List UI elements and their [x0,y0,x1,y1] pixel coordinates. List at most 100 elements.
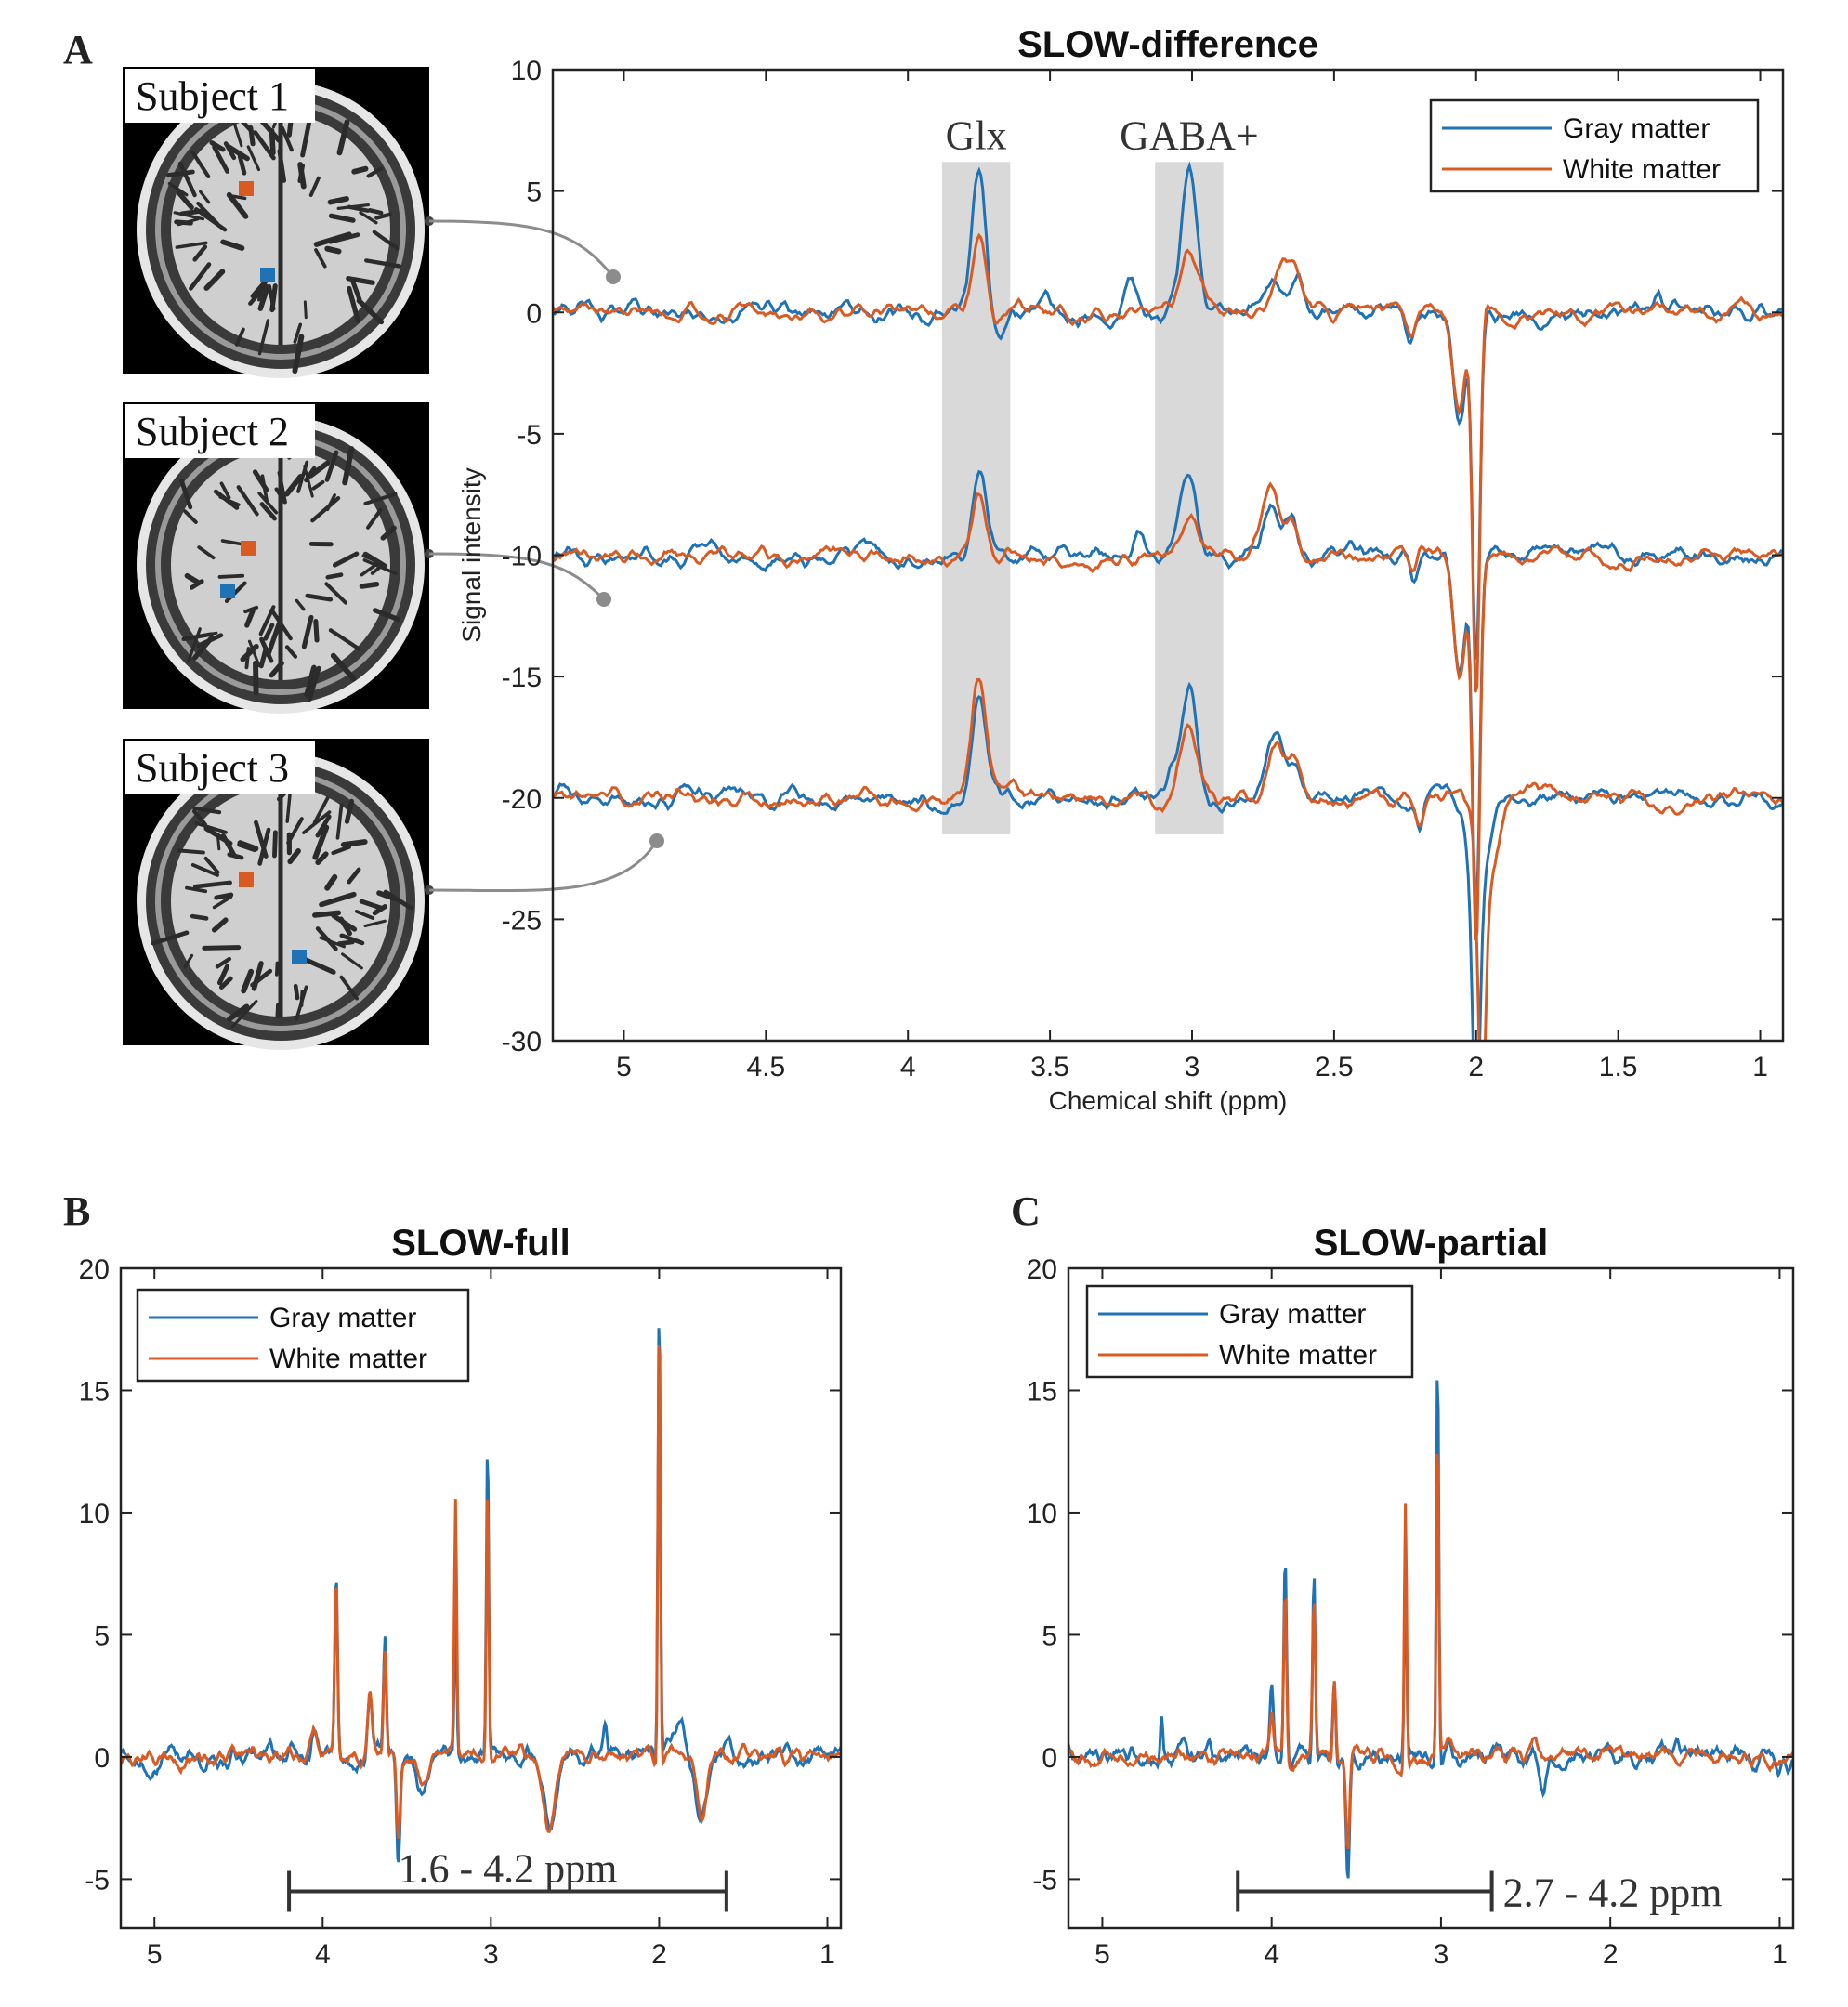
series-line-white-matter [121,1345,841,1840]
y-tick-label: 5 [1042,1620,1057,1651]
sulcus [225,143,250,162]
sulcus [332,551,360,568]
sulcus [280,125,294,152]
subject-label-bg [125,404,315,458]
sulcus [361,554,383,565]
sulcus [203,269,226,291]
range-bar-label: 2.7 - 4.2 ppm [1503,1870,1723,1916]
sulcus [196,633,224,649]
sulcus [300,120,312,158]
sulcus [366,166,384,178]
sulcus [257,284,270,311]
panel-letter-a: A [63,27,93,72]
x-tick-label: 2 [1468,1052,1484,1082]
chart-title: SLOW-full [391,1223,570,1264]
sulcus [213,489,240,510]
sulcus [248,125,256,147]
sulcus [166,169,195,177]
sulcus [284,645,298,659]
series-line-white-matter [553,481,1783,941]
sulcus [319,891,357,908]
sulcus [187,627,202,662]
y-tick-label: 0 [94,1743,110,1774]
sulcus [312,910,342,918]
series-line-gray-matter [121,1328,841,1863]
sulcus [179,208,204,216]
sulcus [312,824,330,860]
connector-line [428,840,659,893]
sulcus [190,150,211,179]
chart-slow-partial: 5 4 3 2 1 20 15 10 5 0 -5 SLOW-partial 2.7 - 4.2 ppm… [1027,1223,1795,1970]
y-axis-label: Signal intensity [457,467,486,642]
sulcus [218,976,233,990]
series-line-gray-matter [1068,1380,1793,1879]
sulcus [283,473,304,497]
chart-slow-full: 5 4 3 2 1 20 15 10 5 0 -5 SLOW-full 1.6 - 4.2 ppm Gra… [79,1223,843,1970]
subject-label-bg [125,741,315,794]
sulcus [297,164,306,184]
sulcus [328,232,360,244]
sulcus [241,968,255,994]
y-tick-label: -15 [502,662,542,693]
x-tick-label: 5 [1094,1939,1110,1970]
legend-box [1085,1284,1414,1379]
region-label: Glx [946,112,1007,158]
sulcus [324,245,342,255]
sulcus [236,485,259,517]
series-group [1068,1380,1793,1879]
mri-inset: Subject 2 [123,402,429,714]
sulcus [226,1004,250,1022]
x-axis-label: Chemical shift (ppm) [1049,1086,1288,1115]
sulcus [364,258,402,269]
sulcus [325,493,336,512]
sulcus [346,276,375,285]
legend-entry: White matter [1563,154,1721,185]
sulcus [251,961,264,991]
sulcus [254,820,269,859]
sulcus [363,492,398,505]
sulcus [350,279,362,302]
sulcus [184,572,202,585]
sulcus [190,913,209,921]
y-tick-label: 5 [526,177,542,208]
sulcus [324,873,338,891]
sulcus [192,807,222,815]
sulcus [184,885,208,894]
sulcus [244,647,251,670]
sulcus [324,582,348,605]
shaded-region [1155,162,1224,834]
sulcus [308,460,331,479]
sulcus [328,213,356,223]
y-tick-label: -5 [85,1865,110,1896]
legend-entry: White matter [1219,1340,1377,1371]
sulcus [179,479,193,510]
sulcus [313,618,320,643]
series-line-white-matter [1068,1453,1793,1850]
sulcus [177,161,197,198]
subject-label: Subject 3 [136,745,289,791]
sulcus [344,798,354,824]
sulcus [260,474,269,503]
sulcus [197,545,216,560]
sulcus [216,964,230,986]
sulcus [248,282,268,306]
y-tick-label: 10 [511,56,542,86]
sulcus [340,839,368,847]
sulcus [307,665,321,702]
mri-inset: Subject 1 [123,67,429,378]
x-tick-label: 3 [483,1939,499,1970]
sulcus [374,212,393,220]
sulcus [372,608,401,623]
sulcus [359,211,378,225]
sulcus [257,319,270,356]
white-matter-voxel [239,872,254,887]
sulcus [214,892,234,900]
sulcus [338,916,352,937]
x-tick-label: 3.5 [1030,1052,1069,1082]
legend-box [136,1288,470,1383]
sulcus [347,285,360,323]
y-tick-label: 15 [1027,1376,1057,1407]
sulcus [331,845,352,856]
sulcus [263,623,275,641]
sulcus [354,910,375,920]
